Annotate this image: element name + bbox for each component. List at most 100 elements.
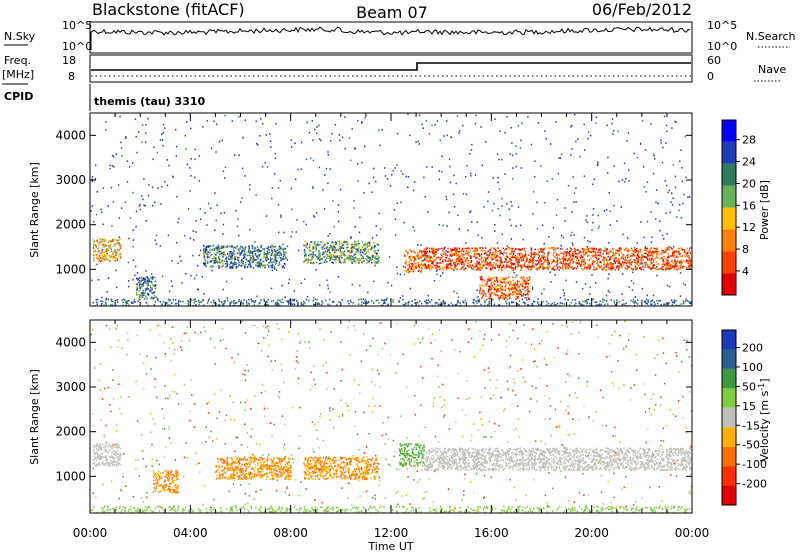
data-pixel [275,262,276,264]
data-pixel [648,250,649,252]
data-pixel [420,256,421,258]
data-pixel [238,154,239,156]
data-pixel [510,153,511,155]
data-pixel [211,302,212,304]
data-pixel [672,304,673,306]
data-pixel [588,131,589,133]
data-pixel [285,257,286,259]
data-pixel [499,257,500,259]
data-pixel [667,263,668,265]
data-pixel [284,267,285,269]
data-pixel [352,284,353,286]
data-pixel [675,266,676,268]
data-pixel [98,251,99,253]
data-pixel [485,259,486,261]
data-pixel [453,254,454,256]
data-pixel [342,252,343,254]
data-pixel [451,252,452,254]
data-pixel [104,259,105,261]
data-pixel [546,138,547,140]
data-pixel [635,302,636,304]
data-pixel [548,247,549,249]
data-pixel [471,144,472,146]
data-pixel [689,250,690,252]
data-pixel [424,253,425,255]
data-pixel [560,253,561,255]
data-pixel [687,253,688,255]
data-pixel [175,129,176,131]
data-pixel [278,304,279,306]
data-pixel [607,248,608,250]
data-pixel [356,248,357,250]
data-pixel [217,249,218,251]
data-pixel [92,205,93,207]
data-pixel [606,300,607,302]
data-pixel [152,187,153,189]
data-pixel [587,267,588,269]
data-pixel [484,293,485,295]
data-pixel [622,256,623,258]
data-pixel [151,273,152,275]
data-pixel [332,254,333,256]
data-pixel [101,303,102,305]
data-pixel [93,221,94,223]
data-pixel [322,302,323,304]
data-pixel [333,262,334,264]
data-pixel [544,130,545,132]
data-pixel [264,250,265,252]
data-pixel [150,287,151,289]
data-pixel [368,245,369,247]
data-pixel [443,254,444,256]
data-pixel [589,255,590,257]
data-pixel [171,260,172,262]
data-pixel [176,146,177,148]
data-pixel [391,174,392,176]
data-pixel [644,186,645,188]
data-pixel [587,260,588,262]
data-pixel [376,253,377,255]
data-pixel [222,233,223,235]
data-pixel [355,253,356,255]
data-pixel [216,220,217,222]
data-pixel [505,290,506,292]
data-pixel [462,301,463,303]
data-pixel [118,239,119,241]
data-pixel [234,154,235,156]
data-pixel [505,268,506,270]
data-pixel [544,243,545,245]
data-pixel [618,268,619,270]
data-pixel [248,246,249,248]
data-pixel [176,196,177,198]
data-pixel [661,142,662,144]
data-pixel [93,244,94,246]
data-pixel [275,253,276,255]
data-pixel [590,135,591,137]
data-pixel [222,260,223,262]
data-pixel [151,282,152,284]
data-pixel [534,176,535,178]
data-pixel [421,255,422,257]
data-pixel [97,191,98,193]
data-pixel [477,289,478,291]
data-pixel [597,162,598,164]
data-pixel [439,299,440,301]
data-pixel [593,208,594,210]
data-pixel [486,282,487,284]
data-pixel [147,277,148,279]
data-pixel [285,256,286,258]
data-pixel [685,299,686,301]
data-pixel [228,258,229,260]
data-pixel [508,264,509,266]
data-pixel [541,293,542,295]
data-pixel [113,166,114,168]
data-pixel [314,241,315,243]
data-pixel [475,123,476,125]
data-pixel [316,247,317,249]
data-pixel [404,254,405,256]
data-pixel [332,242,333,244]
data-pixel [588,248,589,250]
data-pixel [330,245,331,247]
data-pixel [234,247,235,249]
data-pixel [500,291,501,293]
data-pixel [495,286,496,288]
